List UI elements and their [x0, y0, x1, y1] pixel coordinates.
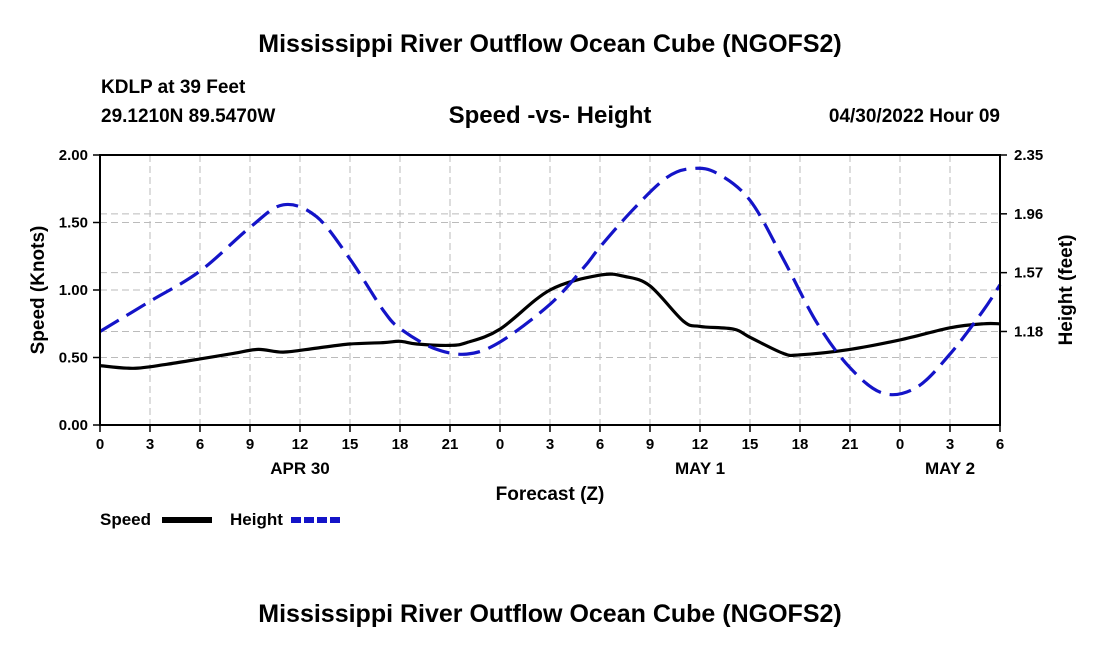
series-line-speed: [99, 272, 1001, 370]
x-tick-label: 15: [742, 436, 759, 453]
x-tick-label: 18: [792, 436, 809, 453]
x-tick-label: 9: [646, 436, 654, 453]
x-tick-label: 6: [596, 436, 604, 453]
y2-tick-label: 1.18: [1014, 323, 1043, 340]
y-axis-label-left: Speed (Knots): [28, 226, 49, 355]
speed-height-chart: 0 3 6 9 12 15 18 21 0 3 6 9 12 15 18 21 0 3 6 APR 30 MAY 1 MA…: [28, 147, 1077, 529]
x-tick-label: 3: [546, 436, 554, 453]
run-time: 04/30/2022 Hour 09: [828, 106, 1000, 127]
station-label: KDLP at 39 Feet: [101, 77, 246, 98]
x-tick-label: 3: [946, 436, 954, 453]
x-tick-label: 12: [692, 436, 709, 453]
x-date-label: MAY 2: [925, 459, 975, 478]
x-tick-label: 0: [896, 436, 904, 453]
y2-tick-label: 2.35: [1014, 147, 1043, 164]
x-tick-label: 12: [292, 436, 309, 453]
x-tick-label: 6: [196, 436, 204, 453]
y-tick-label: 0.00: [59, 417, 88, 434]
y-tick-label: 1.00: [59, 282, 88, 299]
y-tick-label: 2.00: [59, 147, 88, 164]
x-axis: 0 3 6 9 12 15 18 21 0 3 6 9 12 15 18 21 0 3 6 APR 30 MAY 1 MA…: [96, 425, 1004, 478]
x-tick-label: 0: [496, 436, 504, 453]
x-tick-label: 18: [392, 436, 409, 453]
series-line-height: [99, 166, 1002, 397]
x-axis-label: Forecast (Z): [496, 484, 605, 505]
y-axis-left: 0.00 0.50 1.00 1.50 2.00: [59, 147, 100, 434]
x-tick-label: 21: [842, 436, 859, 453]
y2-tick-label: 1.96: [1014, 206, 1043, 223]
y-tick-label: 1.50: [59, 215, 88, 232]
chart-title: Mississippi River Outflow Ocean Cube (NG…: [258, 30, 842, 58]
chart-title-bottom: Mississippi River Outflow Ocean Cube (NG…: [258, 600, 842, 628]
x-tick-label: 0: [96, 436, 104, 453]
station-coordinates: 29.1210N 89.5470W: [101, 106, 276, 127]
x-date-label: APR 30: [270, 459, 330, 478]
plot-frame: [99, 154, 1001, 426]
series-lines: [99, 166, 1002, 397]
legend-label-height: Height: [230, 510, 283, 529]
x-tick-label: 15: [342, 436, 359, 453]
x-tick-label: 6: [996, 436, 1004, 453]
chart-subtitle: Speed -vs- Height: [448, 102, 652, 129]
x-date-label: MAY 1: [675, 459, 725, 478]
x-tick-label: 3: [146, 436, 154, 453]
legend: Speed Height: [100, 510, 342, 529]
y-axis-right: 1.18 1.57 1.96 2.35: [1000, 147, 1043, 340]
y2-tick-label: 1.57: [1014, 265, 1043, 282]
x-tick-label: 21: [442, 436, 459, 453]
legend-label-speed: Speed: [100, 510, 151, 529]
y-axis-label-right: Height (feet): [1056, 235, 1077, 346]
x-tick-label: 9: [246, 436, 254, 453]
y-tick-label: 0.50: [59, 350, 88, 367]
